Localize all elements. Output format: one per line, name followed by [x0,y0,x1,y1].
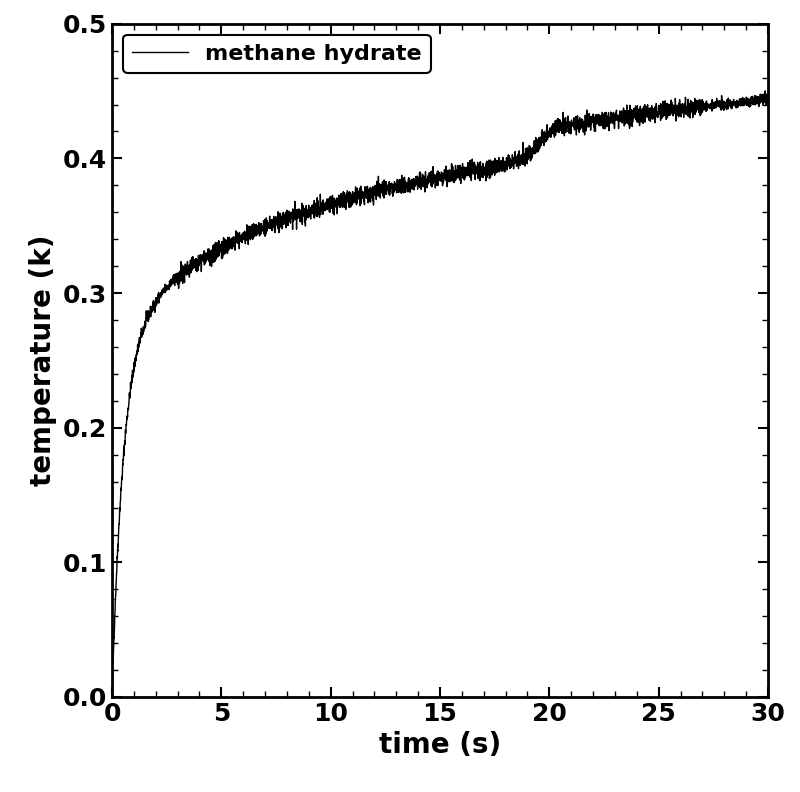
methane hydrate [710,101,720,110]
methane hydrate [584,116,594,125]
X-axis label: time (s): time (s) [379,731,501,760]
methane hydrate [107,691,117,700]
methane hydrate [743,94,753,104]
Legend: methane hydrate: methane hydrate [123,35,431,73]
methane hydrate [382,185,392,195]
methane hydrate [763,93,773,103]
Line: methane hydrate: methane hydrate [112,91,768,695]
methane hydrate [419,172,429,181]
Y-axis label: temperature (k): temperature (k) [30,234,58,486]
methane hydrate [761,86,770,96]
methane hydrate [388,192,398,201]
